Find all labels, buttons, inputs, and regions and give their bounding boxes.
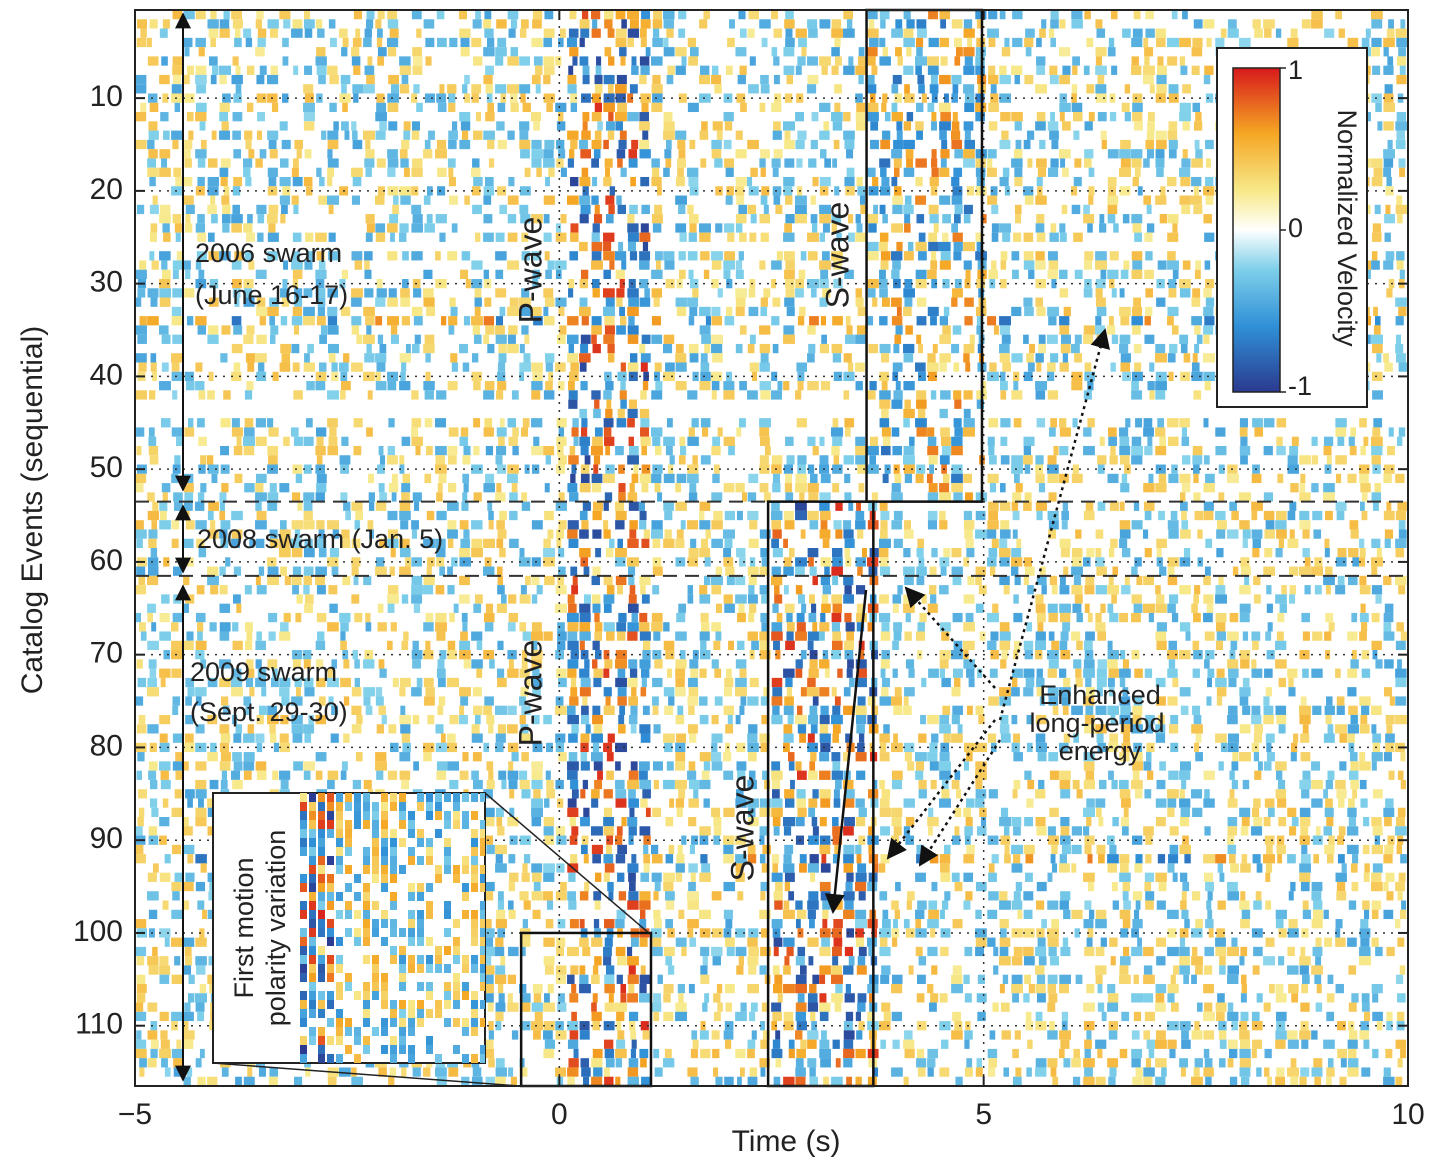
annotation: P-wave [512,640,548,747]
colorbar-label: Normalized Velocity [1332,109,1362,347]
x-tick-label: 0 [551,1098,568,1131]
y-tick-label: 20 [90,173,123,206]
y-tick-label: 90 [90,822,123,855]
y-tick-label: 60 [90,544,123,577]
y-tick-label: 10 [90,80,123,113]
annotation: 2008 swarm (Jan. 5) [197,524,443,554]
annotation: long-period [1029,708,1164,738]
annotation: (June 16-17) [195,280,348,310]
x-tick-label: 10 [1391,1098,1424,1131]
colorbar-tick-label: 0 [1288,213,1303,243]
y-tick-label: 50 [90,451,123,484]
x-tick-label: −5 [118,1098,152,1131]
y-tick-label: 110 [75,1008,123,1041]
y-tick-label: 30 [90,266,123,299]
annotation: energy [1059,736,1142,766]
y-axis-label: Catalog Events (sequential) [16,326,49,695]
y-tick-label: 70 [90,637,123,670]
annotation: S-wave [724,775,760,882]
colorbar-tick-label: 1 [1288,55,1303,85]
annotation: 2009 swarm [190,657,337,687]
annotation: P-wave [512,217,548,324]
colorbar-tick-label: -1 [1288,371,1312,401]
y-tick-label: 80 [90,729,123,762]
x-tick-label: 5 [975,1098,992,1131]
annotation: polarity variation [261,830,291,1027]
annotation: S-wave [819,202,855,309]
x-axis-label: Time (s) [732,1125,841,1158]
y-tick-label: 40 [90,358,123,391]
colorbar [1233,68,1280,392]
annotation: Enhanced [1039,680,1161,710]
annotation: (Sept. 29-30) [190,697,348,727]
annotation: 2006 swarm [195,238,342,268]
y-tick-label: 100 [73,915,123,948]
annotation: First motion [229,857,259,998]
